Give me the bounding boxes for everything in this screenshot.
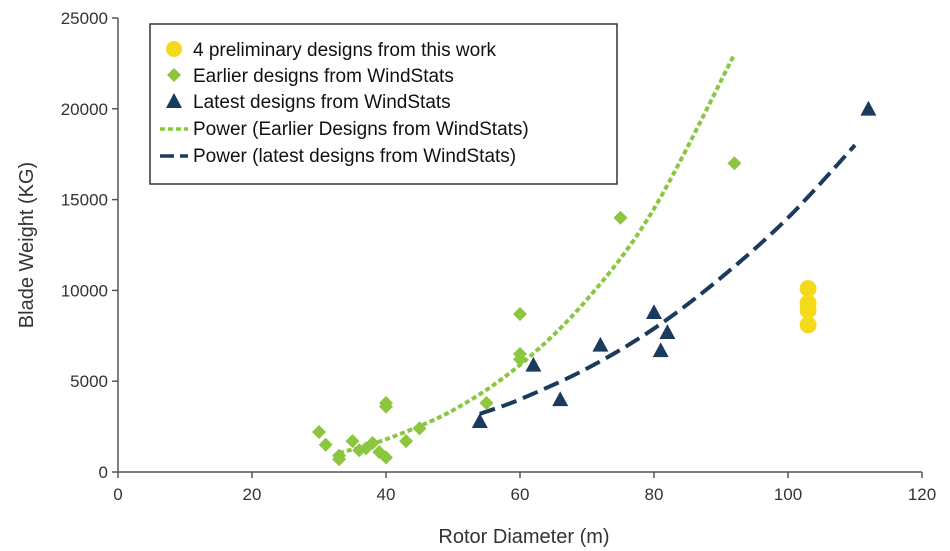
legend-label-power-latest: Power (latest designs from WindStats)	[193, 146, 516, 167]
trendline-power-earlier	[338, 53, 737, 455]
legend: 4 preliminary designs from this work Ear…	[149, 23, 618, 185]
x-tick-label: 0	[113, 485, 122, 504]
data-point-earlier	[399, 434, 414, 449]
data-points	[312, 100, 877, 467]
data-point-earlier	[479, 395, 494, 410]
y-tick-label: 10000	[61, 281, 108, 300]
y-axis-title: Blade Weight (KG)	[16, 162, 38, 328]
trendline-power-latest	[479, 143, 857, 416]
legend-label-earlier: Earlier designs from WindStats	[193, 66, 454, 87]
data-point-earlier	[345, 434, 360, 449]
x-tick-label: 20	[243, 485, 262, 504]
axes: 0 20 40 60 80 100 120 0 5000 10000 15000 20000 25000	[61, 9, 936, 504]
data-point-earlier	[513, 307, 527, 322]
legend-box	[149, 23, 618, 185]
data-point-latest	[860, 100, 877, 116]
x-tick-label: 80	[645, 485, 664, 504]
legend-label-preliminary: 4 preliminary designs from this work	[193, 40, 497, 61]
data-point-earlier	[365, 435, 380, 450]
x-tick-label: 40	[377, 485, 396, 504]
y-tick-label: 0	[99, 463, 108, 482]
y-tick-label: 25000	[61, 9, 108, 28]
legend-marker-earlier	[167, 68, 181, 82]
trendlines	[338, 53, 857, 455]
x-tick-label: 60	[511, 485, 530, 504]
data-point-earlier	[513, 352, 527, 367]
data-point-earlier	[379, 450, 393, 465]
legend-marker-preliminary	[166, 41, 182, 57]
data-point-preliminary	[799, 316, 817, 334]
data-point-latest	[592, 336, 609, 352]
x-axis-title: Rotor Diameter (m)	[438, 526, 609, 548]
data-point-latest	[525, 356, 542, 372]
data-point-earlier	[312, 425, 326, 440]
data-point-preliminary	[799, 280, 817, 298]
legend-marker-latest	[166, 93, 182, 108]
data-point-earlier	[318, 437, 333, 452]
legend-label-latest: Latest designs from WindStats	[193, 92, 451, 113]
data-point-earlier	[613, 210, 628, 225]
data-point-earlier	[379, 399, 393, 414]
data-point-preliminary	[799, 301, 817, 319]
data-point-earlier	[332, 452, 347, 467]
data-point-latest	[659, 324, 676, 339]
y-tick-label: 20000	[61, 100, 108, 119]
x-tick-label: 100	[774, 485, 802, 504]
data-point-earlier	[727, 156, 742, 171]
y-tick-label: 5000	[70, 372, 108, 391]
x-tick-label: 120	[908, 485, 936, 504]
data-point-earlier	[412, 421, 427, 436]
y-tick-label: 15000	[61, 191, 108, 210]
data-point-latest	[652, 342, 669, 358]
data-point-latest	[471, 413, 488, 428]
data-point-latest	[646, 304, 662, 319]
legend-label-power-earlier: Power (Earlier Designs from WindStats)	[193, 119, 529, 140]
data-point-latest	[552, 391, 569, 407]
